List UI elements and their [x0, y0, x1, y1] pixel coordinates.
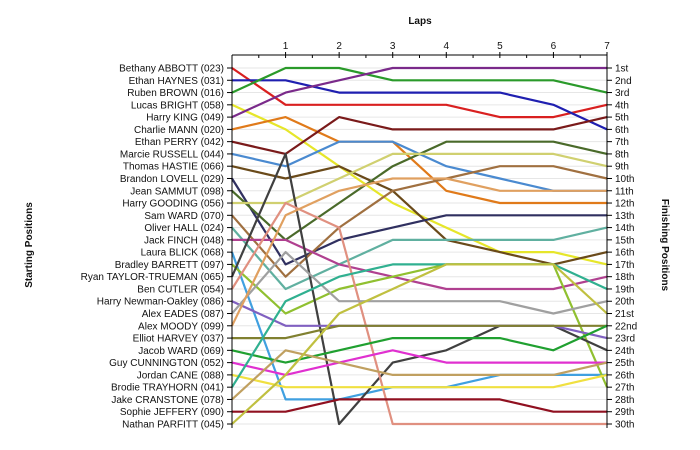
series-line-25: [231, 349, 607, 376]
series-line-24: [231, 324, 608, 364]
y-axis-title-right: Finishing Positions: [659, 199, 670, 292]
start-label: Jacob WARD (069): [138, 346, 224, 357]
series-line-7: [231, 115, 608, 155]
series-line-15: [232, 238, 608, 291]
x-tick-label: 7: [604, 41, 610, 52]
finish-label: 22nd: [615, 321, 637, 332]
start-label: Harry KING (049): [146, 113, 224, 124]
start-label: Brandon LOVELL (029): [120, 174, 224, 185]
finish-label: 15th: [615, 235, 634, 246]
finish-label: 19th: [615, 284, 634, 295]
finish-label: 28th: [615, 395, 634, 406]
finish-label: 6th: [615, 125, 629, 136]
x-tick-label: 5: [497, 41, 503, 52]
start-label: Oliver HALL (024): [144, 223, 224, 234]
start-label: Sophie JEFFERY (090): [120, 407, 224, 418]
finish-label: 26th: [615, 370, 634, 381]
x-tick-label: 4: [444, 41, 450, 52]
start-label: Harry Newman-Oakley (086): [97, 297, 224, 308]
series-line-1: [231, 67, 608, 119]
series-line-3: [231, 66, 608, 94]
finish-label: 12th: [615, 199, 634, 210]
start-label: Ethan HAYNES (031): [129, 76, 224, 87]
finish-label: 29th: [615, 407, 634, 418]
start-label: Alex MOODY (099): [138, 321, 224, 332]
start-label: Marcie RUSSELL (044): [120, 149, 224, 160]
x-tick-label: 6: [551, 41, 557, 52]
finish-label: 17th: [615, 260, 634, 271]
start-label: Thomas HASTIE (066): [123, 162, 224, 173]
finish-label: 2nd: [615, 76, 632, 87]
finish-label: 25th: [615, 358, 634, 369]
start-label: Jack FINCH (048): [144, 235, 224, 246]
start-label: Bradley BARRETT (097): [115, 260, 224, 271]
series-line-5: [231, 66, 607, 119]
x-tick-label: 3: [390, 41, 396, 52]
series-line-21: [231, 251, 608, 315]
start-label: Nathan PARFITT (045): [122, 420, 224, 431]
series-line-26: [231, 373, 608, 389]
series-line-13: [231, 165, 608, 278]
series-line-20: [231, 300, 608, 340]
y-axis-title-left: Starting Positions: [24, 202, 35, 288]
series-line-2: [232, 79, 608, 131]
start-label: Ben CUTLER (054): [137, 284, 224, 295]
series-line-23: [232, 324, 607, 340]
start-label: Brodie TRAYHORN (041): [111, 383, 224, 394]
start-label: Sam WARD (070): [144, 211, 224, 222]
start-label: Harry GOODING (056): [122, 199, 224, 210]
start-label: Elliot HARVEY (037): [133, 334, 224, 345]
start-label: Bethany ABBOTT (023): [119, 64, 224, 75]
x-tick-label: 1: [283, 41, 289, 52]
series-line-30: [231, 263, 608, 425]
start-label: Ryan TAYLOR-TRUEMAN (065): [81, 272, 224, 283]
start-label: Ruben BROWN (016): [127, 88, 224, 99]
axis-layer: [227, 52, 612, 428]
finish-label: 30th: [615, 420, 634, 431]
series-line-14: [231, 226, 608, 291]
start-label: Charlie MANN (020): [134, 125, 224, 136]
series-line-6: [231, 115, 607, 205]
finish-label: 23rd: [615, 334, 635, 345]
finish-label: 27th: [615, 383, 634, 394]
finish-label: 18th: [615, 272, 634, 283]
start-label: Laura BLICK (068): [141, 248, 224, 259]
start-label: Lucas BRIGHT (058): [131, 100, 224, 111]
x-axis-title: Laps: [408, 16, 432, 27]
label-layer: 1 2 3 4 5 6 7 Bethany ABBOTT (023)Ethan HAYNES …: [81, 41, 638, 431]
x-tick-label: 2: [336, 41, 342, 52]
start-label: Jean SAMMUT (098): [130, 186, 224, 197]
finish-label: 9th: [615, 162, 629, 173]
series-line-9: [231, 165, 608, 266]
start-label: Jake CRANSTONE (078): [111, 395, 224, 406]
series-line-29: [232, 398, 607, 413]
start-label: Jordan CANE (088): [137, 370, 224, 381]
start-label: Guy CUNNINGTON (052): [109, 358, 224, 369]
finish-label: 13th: [615, 211, 634, 222]
finish-label: 7th: [615, 137, 629, 148]
finish-label: 8th: [615, 149, 629, 160]
finish-label: 4th: [615, 100, 629, 111]
finish-label: 3rd: [615, 88, 629, 99]
start-label: Ethan PERRY (042): [135, 137, 224, 148]
start-label: Alex EADES (087): [142, 309, 224, 320]
series-line-22: [231, 177, 607, 327]
finish-label: 10th: [615, 174, 634, 185]
series-layer: [230, 66, 609, 426]
finish-label: 1st: [615, 64, 629, 75]
finish-label: 20th: [615, 297, 634, 308]
finish-label: 5th: [615, 113, 629, 124]
finish-label: 11th: [615, 186, 634, 197]
series-line-19: [231, 201, 607, 426]
finish-label: 14th: [615, 223, 634, 234]
finish-label: 21st: [615, 309, 634, 320]
finish-label: 24th: [615, 346, 634, 357]
finish-label: 16th: [615, 248, 634, 259]
series-line-28: [231, 349, 608, 401]
